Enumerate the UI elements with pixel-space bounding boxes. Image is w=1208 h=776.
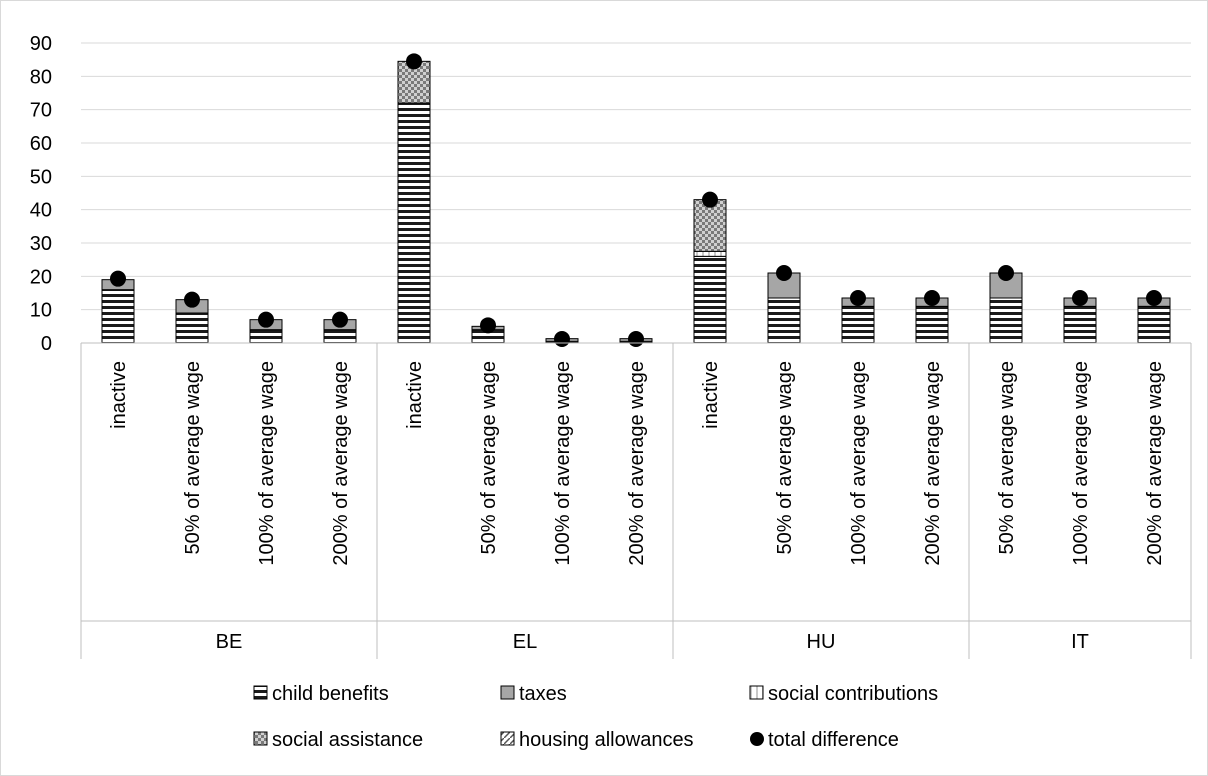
category-label: 100% of average wage xyxy=(1070,361,1092,566)
bar-segment-child-benefits xyxy=(1137,305,1171,344)
bar-segment-child-benefits xyxy=(841,305,875,344)
total-difference-point xyxy=(554,331,570,347)
category-label: 200% of average wage xyxy=(1144,361,1166,566)
y-tick-label: 40 xyxy=(30,200,52,222)
legend: child benefits taxes social contributions s… xyxy=(253,683,938,751)
category-label: 50% of average wage xyxy=(774,361,796,554)
y-tick-label: 60 xyxy=(30,133,52,155)
y-tick-label: 0 xyxy=(41,333,52,355)
y-axis-ticks: 0 10 20 30 40 50 60 70 80 90 xyxy=(30,33,52,355)
total-difference-point xyxy=(776,265,792,281)
total-difference-point xyxy=(998,265,1014,281)
bar-segment-child-benefits xyxy=(249,329,283,344)
total-difference-point xyxy=(110,270,126,287)
legend-swatch-taxes xyxy=(500,685,515,700)
bar-segment-child-benefits xyxy=(397,102,431,344)
total-difference-point xyxy=(924,290,940,306)
total-difference-point xyxy=(1072,290,1088,306)
bar-segment-child-benefits xyxy=(767,297,801,344)
total-difference-point xyxy=(480,317,496,334)
y-tick-label: 20 xyxy=(30,266,52,288)
total-difference-point xyxy=(332,311,348,328)
bar-segment-child-benefits xyxy=(101,289,135,344)
total-difference-point xyxy=(628,331,644,347)
bar-segment-taxes xyxy=(989,272,1023,299)
bar-segment-child-benefits xyxy=(915,305,949,344)
legend-swatch-total-difference xyxy=(750,732,764,746)
bar-segment-child-benefits xyxy=(989,297,1023,344)
y-tick-label: 70 xyxy=(30,100,52,122)
legend-swatch-housing-allowances xyxy=(500,731,515,746)
group-label: BE xyxy=(216,631,243,653)
group-label: HU xyxy=(807,631,836,653)
bar-segment-child-benefits xyxy=(323,329,357,344)
bar-segment-social-assistance xyxy=(693,199,727,252)
legend-label-child-benefits: child benefits xyxy=(272,683,389,705)
legend-label-social-assistance: social assistance xyxy=(272,729,423,751)
bar-segment-child-benefits xyxy=(175,312,209,344)
category-axis: inactive 50% of average wage 100% of avera… xyxy=(80,342,1192,659)
category-label: 100% of average wage xyxy=(848,361,870,566)
category-label: 50% of average wage xyxy=(182,361,204,554)
total-difference-point xyxy=(850,290,866,306)
category-label: 200% of average wage xyxy=(626,361,648,566)
legend-label-social-contributions: social contributions xyxy=(768,683,938,705)
total-difference-point xyxy=(702,191,718,208)
category-label: 100% of average wage xyxy=(552,361,574,566)
bar-segment-social-contributions xyxy=(693,250,727,257)
category-label: inactive xyxy=(404,361,426,429)
legend-label-taxes: taxes xyxy=(519,683,567,705)
bar-segment-child-benefits xyxy=(693,255,727,344)
bar-segment-child-benefits xyxy=(1063,305,1097,344)
legend-label-total-difference: total difference xyxy=(768,729,899,751)
total-difference-point xyxy=(406,53,422,70)
y-tick-label: 30 xyxy=(30,233,52,255)
legend-label-housing-allowances: housing allowances xyxy=(519,729,694,751)
total-difference-point xyxy=(258,311,274,328)
y-tick-label: 90 xyxy=(30,33,52,55)
y-tick-label: 80 xyxy=(30,66,52,88)
group-label: IT xyxy=(1071,631,1089,653)
legend-swatch-social-contributions xyxy=(749,685,764,700)
group-label: EL xyxy=(513,631,537,653)
legend-swatch-child-benefits xyxy=(253,685,268,700)
total-difference-point xyxy=(1146,290,1162,306)
y-tick-label: 50 xyxy=(30,166,52,188)
category-label: 200% of average wage xyxy=(922,361,944,566)
category-label: inactive xyxy=(700,361,722,429)
category-label: 50% of average wage xyxy=(996,361,1018,554)
total-difference-markers xyxy=(110,53,1162,347)
legend-swatch-social-assistance xyxy=(253,731,268,746)
y-tick-label: 10 xyxy=(30,300,52,322)
total-difference-point xyxy=(184,291,200,308)
category-label: 200% of average wage xyxy=(330,361,352,566)
category-label: 50% of average wage xyxy=(478,361,500,554)
category-label: inactive xyxy=(108,361,130,429)
category-label: 100% of average wage xyxy=(256,361,278,566)
